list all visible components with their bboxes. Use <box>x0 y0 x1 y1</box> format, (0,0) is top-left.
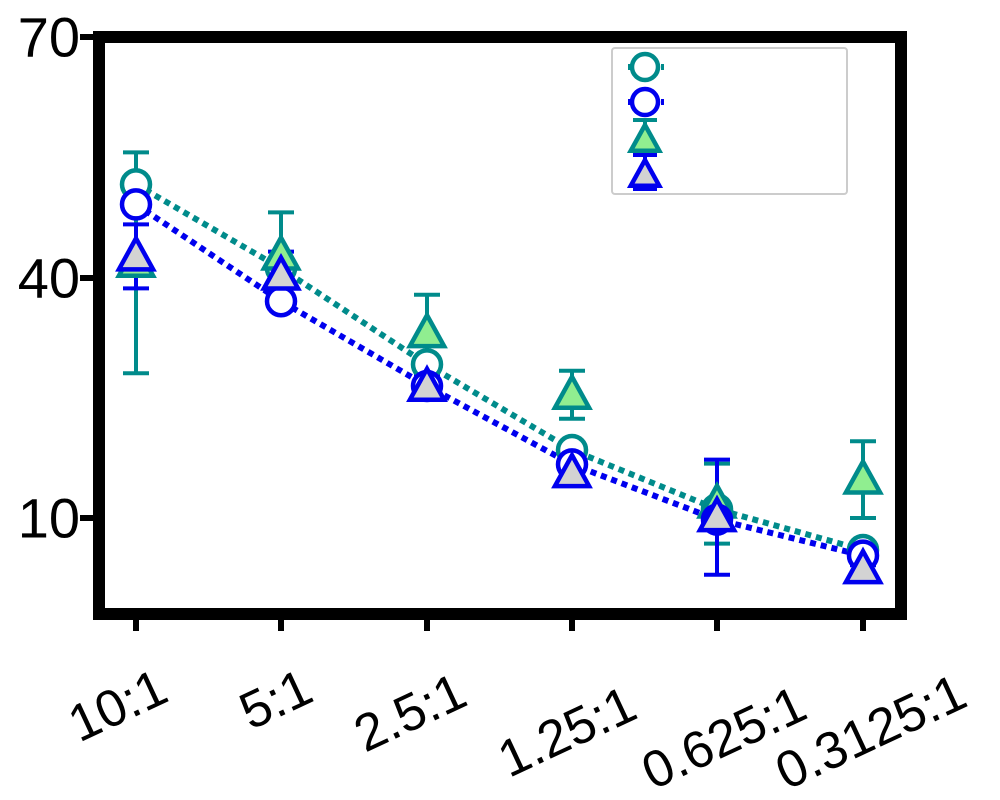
y-tick-label: 40 <box>18 247 80 310</box>
data-point-triangle <box>551 372 593 411</box>
data-point-circle <box>264 284 298 318</box>
x-tick-label: 5:1 <box>231 658 321 741</box>
data-point-triangle <box>842 456 884 495</box>
plot-frame <box>93 31 907 620</box>
data-point-triangle <box>551 450 593 489</box>
legend-marker <box>626 155 664 189</box>
data-point-triangle <box>696 494 738 533</box>
series-lines <box>134 181 864 559</box>
x-tick-label: 2.5:1 <box>346 662 475 763</box>
legend-marker <box>629 51 661 83</box>
error-bars <box>123 150 876 577</box>
x-axis: 10:1 5:1 2.5:1 1.25:1 0.625:1 0.3125:1 <box>60 614 975 800</box>
legend-box <box>611 47 848 195</box>
y-axis: 70 40 10 <box>18 6 99 550</box>
x-tick-label: 1.25:1 <box>490 675 646 789</box>
legend-marker <box>626 120 664 154</box>
data-markers <box>115 168 884 585</box>
y-tick-label: 10 <box>18 487 80 550</box>
series-line <box>134 201 864 559</box>
legend <box>611 47 848 195</box>
data-point-triangle <box>406 364 448 403</box>
legend-marker <box>629 86 661 118</box>
data-point-triangle <box>260 252 302 291</box>
data-point-triangle <box>842 546 884 585</box>
data-point-triangle <box>115 233 157 272</box>
x-tick-label: 10:1 <box>60 658 176 753</box>
y-tick-label: 70 <box>18 6 80 69</box>
series-line <box>134 181 864 553</box>
data-point-circle <box>119 188 153 221</box>
data-point-triangle <box>406 310 448 349</box>
